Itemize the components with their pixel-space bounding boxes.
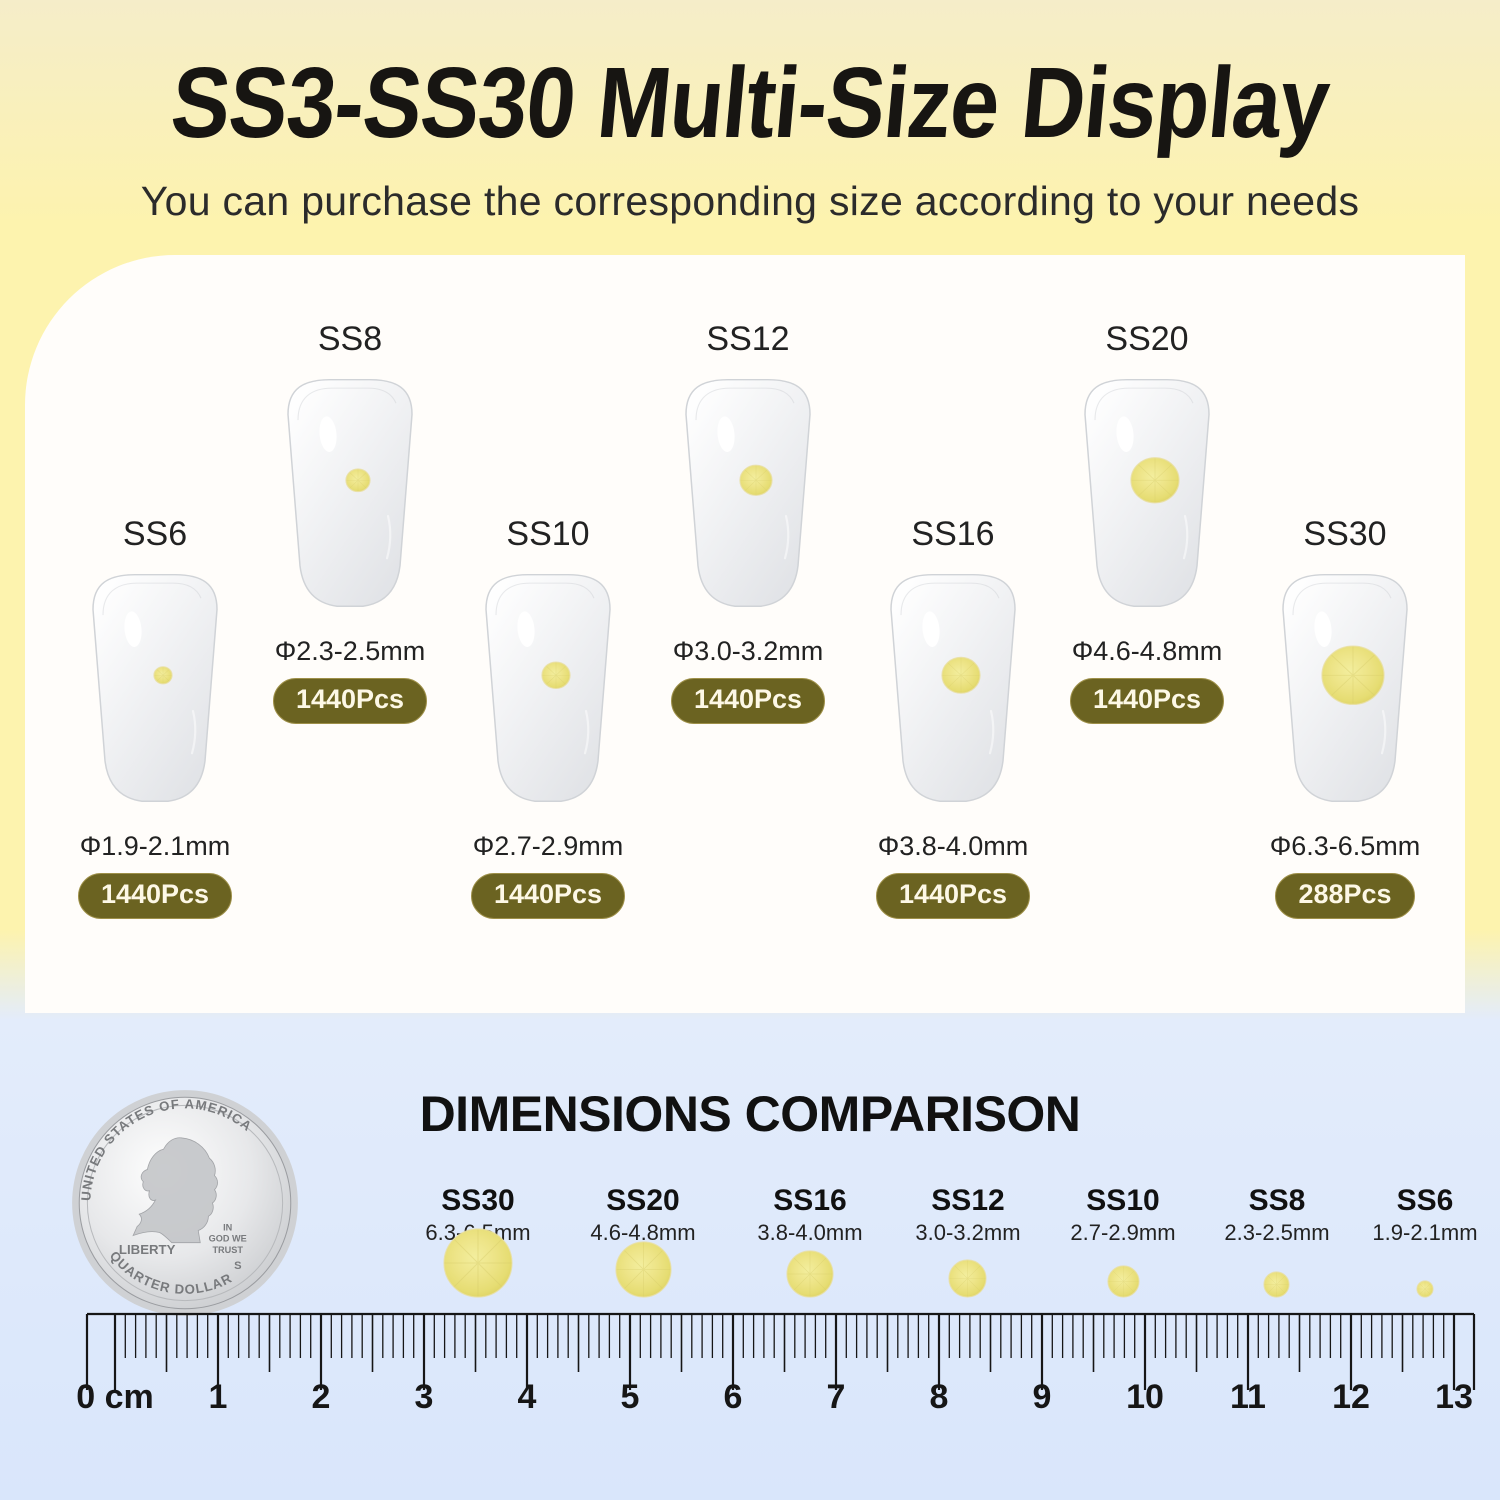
svg-text:12: 12	[1332, 1378, 1370, 1410]
svg-text:0 cm: 0 cm	[76, 1378, 154, 1410]
svg-text:7: 7	[827, 1378, 846, 1410]
svg-text:TRUST: TRUST	[212, 1245, 243, 1255]
svg-text:4: 4	[518, 1378, 537, 1410]
svg-text:8: 8	[930, 1378, 949, 1410]
svg-text:9: 9	[1033, 1378, 1052, 1410]
svg-text:10: 10	[1126, 1378, 1164, 1410]
svg-text:GOD WE: GOD WE	[209, 1234, 247, 1244]
svg-text:1: 1	[209, 1378, 228, 1410]
svg-text:LIBERTY: LIBERTY	[119, 1242, 176, 1257]
svg-text:IN: IN	[223, 1222, 232, 1232]
svg-text:11: 11	[1230, 1378, 1266, 1410]
svg-text:3: 3	[415, 1378, 434, 1410]
svg-text:13: 13	[1435, 1378, 1473, 1410]
svg-text:6: 6	[724, 1378, 743, 1410]
svg-text:2: 2	[312, 1378, 331, 1410]
svg-text:5: 5	[621, 1378, 640, 1410]
svg-text:S: S	[234, 1260, 242, 1272]
